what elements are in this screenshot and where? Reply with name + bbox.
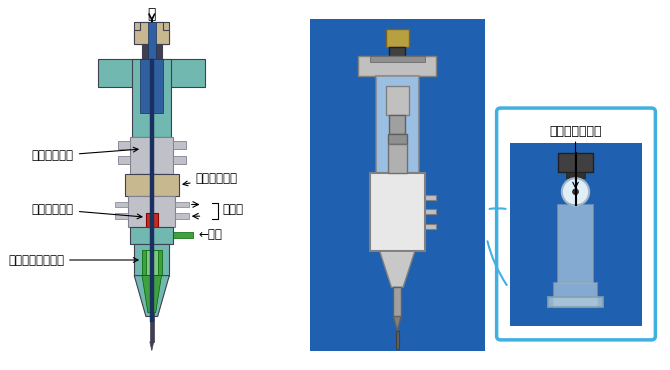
- FancyBboxPatch shape: [558, 205, 593, 283]
- FancyBboxPatch shape: [134, 174, 170, 213]
- FancyBboxPatch shape: [115, 202, 129, 208]
- FancyBboxPatch shape: [175, 202, 189, 208]
- FancyBboxPatch shape: [118, 141, 131, 149]
- FancyBboxPatch shape: [511, 143, 642, 326]
- FancyBboxPatch shape: [118, 156, 131, 164]
- FancyBboxPatch shape: [385, 85, 409, 115]
- FancyBboxPatch shape: [140, 59, 163, 113]
- Text: 試料カートリッジ: 試料カートリッジ: [8, 253, 138, 266]
- FancyBboxPatch shape: [146, 213, 157, 227]
- Text: 冷却水: 冷却水: [222, 203, 243, 216]
- Text: 水: 水: [147, 7, 156, 21]
- Circle shape: [573, 189, 578, 195]
- FancyBboxPatch shape: [131, 137, 174, 174]
- FancyBboxPatch shape: [554, 283, 597, 307]
- Polygon shape: [393, 316, 401, 331]
- FancyBboxPatch shape: [174, 156, 186, 164]
- Text: テフロンボール: テフロンボール: [550, 125, 602, 138]
- Text: ←ガス: ←ガス: [198, 228, 222, 241]
- FancyBboxPatch shape: [389, 115, 405, 134]
- Circle shape: [562, 178, 589, 205]
- FancyBboxPatch shape: [174, 141, 186, 149]
- Polygon shape: [134, 22, 170, 44]
- FancyBboxPatch shape: [148, 22, 155, 59]
- FancyBboxPatch shape: [387, 144, 407, 173]
- FancyBboxPatch shape: [310, 19, 485, 351]
- Text: テフロン部材: テフロン部材: [32, 203, 142, 219]
- FancyBboxPatch shape: [548, 297, 603, 307]
- FancyBboxPatch shape: [425, 224, 436, 229]
- Polygon shape: [150, 342, 153, 351]
- FancyBboxPatch shape: [142, 44, 161, 59]
- FancyBboxPatch shape: [558, 153, 593, 172]
- FancyBboxPatch shape: [370, 173, 425, 251]
- Polygon shape: [142, 276, 161, 313]
- FancyBboxPatch shape: [129, 196, 175, 227]
- FancyBboxPatch shape: [393, 287, 401, 316]
- FancyBboxPatch shape: [425, 209, 436, 214]
- FancyBboxPatch shape: [98, 59, 206, 87]
- FancyBboxPatch shape: [134, 245, 170, 276]
- FancyBboxPatch shape: [496, 108, 655, 340]
- FancyBboxPatch shape: [425, 195, 436, 199]
- FancyBboxPatch shape: [370, 56, 425, 62]
- FancyBboxPatch shape: [389, 47, 405, 56]
- FancyBboxPatch shape: [125, 174, 179, 196]
- FancyBboxPatch shape: [376, 76, 419, 173]
- FancyBboxPatch shape: [175, 213, 189, 219]
- FancyBboxPatch shape: [134, 22, 170, 44]
- FancyBboxPatch shape: [565, 172, 586, 178]
- FancyBboxPatch shape: [150, 313, 153, 342]
- FancyBboxPatch shape: [115, 213, 129, 219]
- FancyBboxPatch shape: [142, 250, 161, 276]
- FancyBboxPatch shape: [132, 59, 172, 137]
- FancyBboxPatch shape: [150, 59, 153, 322]
- FancyBboxPatch shape: [131, 227, 174, 245]
- FancyBboxPatch shape: [146, 250, 157, 276]
- FancyBboxPatch shape: [385, 29, 409, 47]
- Polygon shape: [134, 276, 170, 316]
- Text: 試料導入部分: 試料導入部分: [183, 172, 238, 186]
- Text: プランジャー: プランジャー: [32, 147, 138, 162]
- FancyBboxPatch shape: [174, 232, 193, 238]
- FancyBboxPatch shape: [358, 56, 436, 76]
- FancyBboxPatch shape: [387, 134, 407, 144]
- Polygon shape: [380, 251, 415, 287]
- FancyBboxPatch shape: [396, 331, 399, 349]
